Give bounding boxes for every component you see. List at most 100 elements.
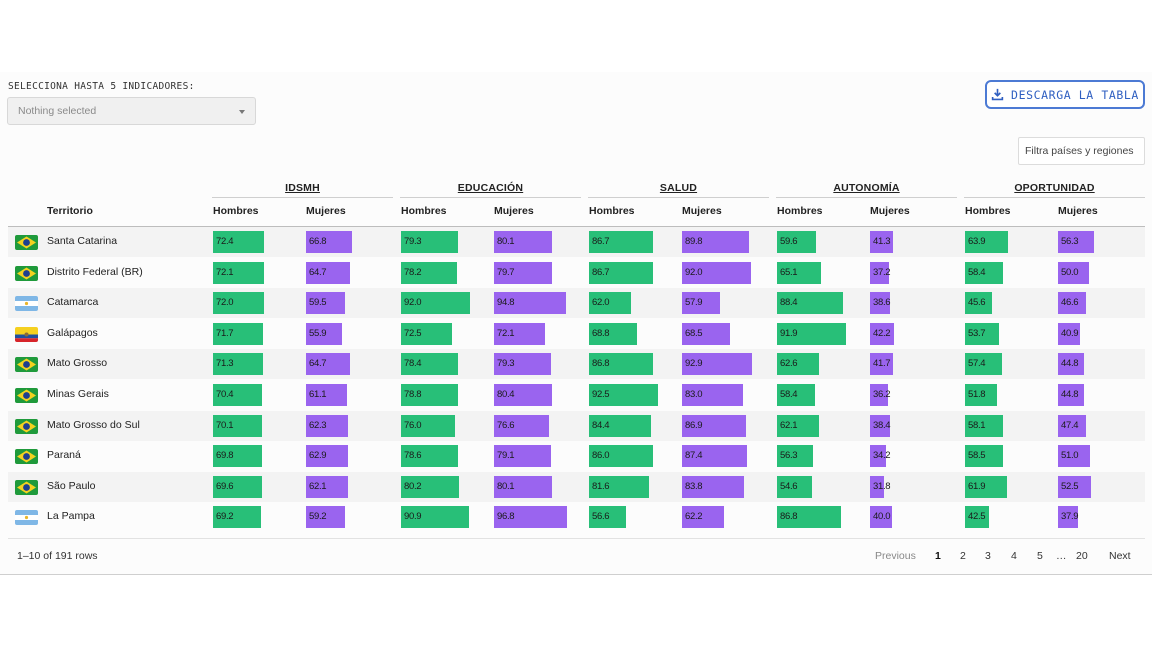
bar-value: 44.8 — [1061, 358, 1079, 370]
bar-value: 86.7 — [592, 236, 610, 247]
bar-value: 92.0 — [404, 297, 422, 309]
ecuador-flag-icon — [15, 326, 38, 342]
column-header-hombres[interactable]: Hombres — [589, 205, 635, 217]
bar-mujeres: 38.6 — [870, 292, 891, 315]
bar-hombres: 51.8 — [965, 384, 998, 406]
group-header-label: EDUCACIÓN — [457, 182, 524, 194]
bar-mujeres: 36.2 — [870, 384, 891, 406]
bar-mujeres: 62.9 — [306, 445, 349, 468]
bar-value: 37.9 — [1061, 511, 1079, 523]
bar-hombres: 58.1 — [965, 414, 1004, 437]
column-header-mujeres[interactable]: Mujeres — [306, 205, 346, 217]
table-row: Mato Grosso 71.3 64.7 78.4 79.3 86.8 92.9 62.6 4… — [8, 349, 1145, 380]
brazil-flag-icon — [15, 449, 38, 465]
bar-hombres: 86.8 — [777, 506, 842, 529]
bar-value: 37.2 — [873, 266, 891, 278]
bar-value: 88.4 — [780, 297, 798, 309]
bar-value: 59.5 — [309, 297, 327, 309]
bar-value: 72.0 — [216, 297, 234, 309]
download-table-label: DESCARGA LA TABLA — [1011, 87, 1139, 102]
bar-mujeres: 72.1 — [494, 322, 545, 345]
page-button-5[interactable]: 5 — [1037, 550, 1043, 562]
brazil-flag-icon — [15, 235, 38, 250]
bar-value: 64.7 — [309, 266, 327, 278]
bar-mujeres: 55.9 — [306, 322, 343, 345]
bar-value: 58.1 — [968, 419, 986, 431]
column-header-mujeres[interactable]: Mujeres — [682, 205, 722, 217]
bar-mujeres: 79.3 — [494, 353, 552, 376]
bar-value: 59.6 — [780, 236, 798, 247]
next-page-button[interactable]: Next — [1109, 550, 1131, 562]
bar-mujeres: 66.8 — [306, 231, 353, 253]
bar-mujeres: 86.9 — [682, 414, 747, 437]
column-header-mujeres[interactable]: Mujeres — [870, 205, 910, 217]
bar-hombres: 59.6 — [777, 231, 817, 253]
page-button-2[interactable]: 2 — [960, 550, 966, 562]
group-header-label: OPORTUNIDAD — [1014, 182, 1095, 194]
previous-page-button[interactable]: Previous — [875, 550, 916, 562]
bar-hombres: 69.2 — [213, 506, 262, 529]
download-table-button[interactable]: DESCARGA LA TABLA — [985, 80, 1145, 109]
bar-value: 68.8 — [592, 327, 610, 339]
territory-name: Santa Catarina — [47, 235, 118, 247]
bar-value: 92.9 — [685, 358, 703, 370]
bar-value: 86.0 — [592, 450, 610, 462]
bar-value: 79.1 — [497, 450, 515, 462]
territory-column-header[interactable]: Territorio — [47, 205, 93, 217]
bar-mujeres: 37.2 — [870, 261, 891, 284]
bar-hombres: 58.4 — [965, 261, 1004, 284]
bar-hombres: 69.6 — [213, 475, 262, 498]
bar-value: 76.6 — [497, 419, 515, 431]
bar-value: 78.8 — [404, 389, 422, 400]
bar-mujeres: 51.0 — [1058, 445, 1090, 468]
bar-mujeres: 38.4 — [870, 414, 891, 437]
table-row: Galápagos 71.7 55.9 72.5 72.1 68.8 68.5 91.9 42.… — [8, 319, 1145, 349]
page-button-1[interactable]: 1 — [935, 550, 941, 562]
column-header-hombres[interactable]: Hombres — [965, 205, 1011, 217]
bar-hombres: 53.7 — [965, 322, 1000, 345]
bar-value: 51.8 — [968, 389, 986, 400]
bar-hombres: 56.3 — [777, 445, 814, 468]
page-button-20[interactable]: 20 — [1076, 550, 1088, 562]
group-header-4: OPORTUNIDAD — [964, 178, 1145, 198]
bar-mujeres: 79.7 — [494, 261, 552, 284]
bar-value: 62.3 — [309, 419, 327, 431]
column-header-hombres[interactable]: Hombres — [401, 205, 447, 217]
filter-countries-input[interactable]: Filtra países y regiones — [1018, 137, 1145, 165]
column-header-hombres[interactable]: Hombres — [213, 205, 259, 217]
bar-value: 51.0 — [1061, 450, 1079, 462]
bar-value: 80.4 — [497, 389, 515, 400]
indicator-select[interactable]: Nothing selected — [7, 97, 256, 125]
bar-value: 64.7 — [309, 358, 327, 370]
bar-hombres: 78.6 — [401, 445, 458, 468]
brazil-flag-icon — [15, 265, 38, 281]
bar-value: 42.2 — [873, 327, 891, 339]
column-header-mujeres[interactable]: Mujeres — [1058, 205, 1098, 217]
bar-value: 92.0 — [685, 266, 703, 278]
pagination-ellipsis: … — [1056, 550, 1067, 562]
brazil-flag-icon — [15, 479, 38, 495]
bar-mujeres: 89.8 — [682, 231, 750, 253]
bar-value: 50.0 — [1061, 266, 1079, 278]
bar-value: 52.5 — [1061, 480, 1079, 492]
bar-mujeres: 50.0 — [1058, 261, 1089, 284]
bar-hombres: 45.6 — [965, 292, 992, 315]
bar-hombres: 86.0 — [589, 445, 653, 468]
column-header-hombres[interactable]: Hombres — [777, 205, 823, 217]
table-row: Santa Catarina 72.4 66.8 79.3 80.1 86.7 89.8 59… — [8, 227, 1145, 257]
bar-mujeres: 64.7 — [306, 353, 351, 376]
bar-value: 34.2 — [873, 450, 891, 462]
bar-value: 94.8 — [497, 297, 515, 309]
bar-value: 57.4 — [968, 358, 986, 370]
bar-mujeres: 80.1 — [494, 231, 553, 253]
bar-value: 72.1 — [497, 327, 515, 339]
bar-value: 69.8 — [216, 450, 234, 462]
bar-mujeres: 94.8 — [494, 292, 566, 315]
page-button-4[interactable]: 4 — [1011, 550, 1017, 562]
table-row: Paraná 69.8 62.9 78.6 79.1 86.0 87.4 56.3 34.2 58… — [8, 441, 1145, 471]
column-header-mujeres[interactable]: Mujeres — [494, 205, 534, 217]
bar-hombres: 69.8 — [213, 445, 262, 468]
bar-value: 71.7 — [216, 327, 234, 339]
bar-mujeres: 46.6 — [1058, 292, 1086, 315]
page-button-3[interactable]: 3 — [985, 550, 991, 562]
